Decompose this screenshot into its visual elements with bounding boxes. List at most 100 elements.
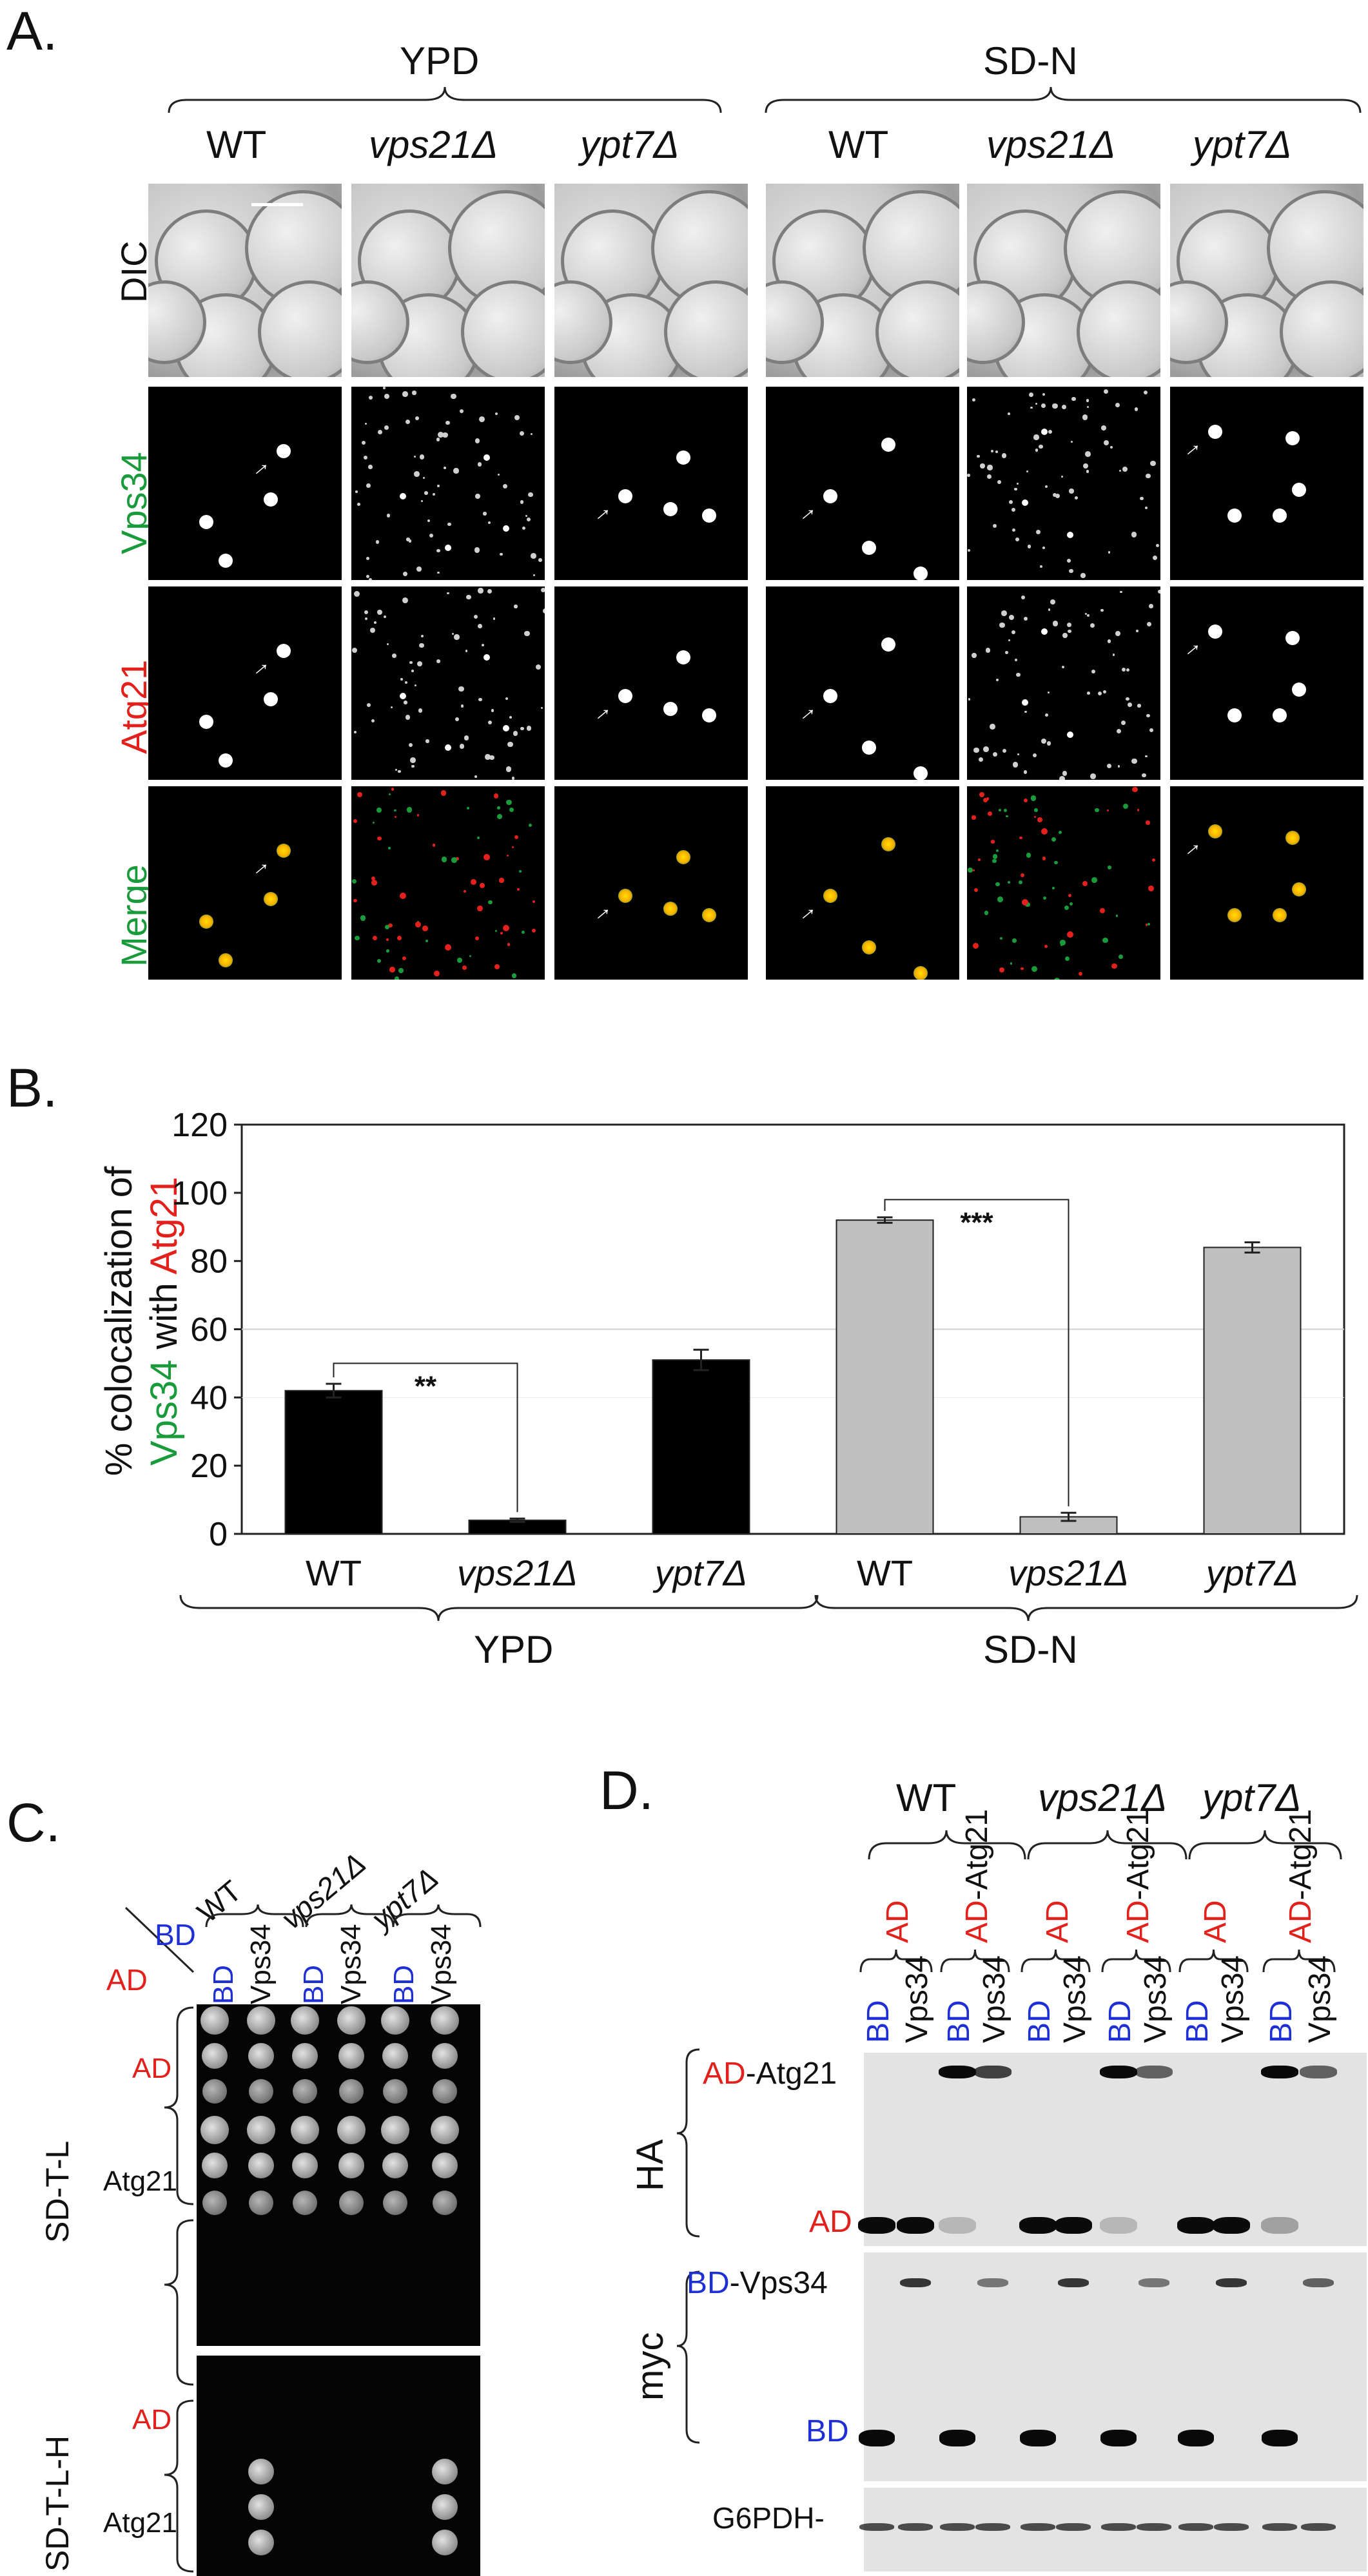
diffuse-signal [364,455,368,460]
diffuse-signal [1158,589,1160,594]
diffuse-signal [1008,499,1013,505]
diffuse-signal [1051,837,1057,842]
band-g6pdh [1262,2523,1297,2531]
lane-vps34-label: Vps34 [1216,1955,1250,2043]
punctum [862,541,876,555]
diffuse-signal [1048,430,1052,434]
diffuse-signal [394,809,396,812]
lane-vps34-label: Vps34 [900,1955,934,2043]
diffuse-signal [414,471,420,478]
diffuse-signal [1086,470,1090,473]
diffuse-signal [406,420,411,425]
diffuse-signal [1132,786,1138,793]
diffuse-signal [436,548,440,553]
diffuse-signal [361,440,366,445]
yeast-spot [338,2043,364,2069]
micrograph-vps34-vps21-ypd [351,387,545,580]
micrograph-merge-vps21-ypd [351,786,545,980]
micrograph-atg21-wt-ypd: → [148,586,342,780]
diffuse-signal [497,474,500,476]
diffuse-signal [354,590,360,597]
punctum [702,508,716,523]
diffuse-signal [972,869,975,872]
diffuse-signal [467,806,470,809]
diffuse-signal [386,643,389,646]
yeast-spot [202,2153,228,2178]
yeast-spot [202,2191,227,2215]
diffuse-signal [1119,469,1121,472]
diffuse-signal [419,643,424,648]
blot-myc [864,2252,1367,2481]
diffuse-signal [377,430,382,435]
band-ad [939,2217,976,2234]
diffuse-signal [371,880,378,886]
yeast-spot [200,2116,229,2144]
micrograph-vps34-ypt7-ypd: → [554,387,748,580]
lane-ad-label: AD [1198,1900,1233,1943]
diffuse-signal [1052,887,1055,889]
d-strain-wt: WT [896,1776,957,1819]
punctum [881,637,895,652]
diffuse-signal [1040,565,1043,568]
punctum [1022,899,1028,905]
diffuse-signal [1028,392,1034,398]
diffuse-signal [436,438,440,441]
diffuse-signal [1024,710,1027,713]
yeast-spot [431,2116,459,2144]
punctum [1285,631,1300,645]
lane-ad-atg21-label: AD-Atg21 [959,1809,995,1943]
diffuse-signal [351,647,358,654]
yeast-spot [293,2079,317,2104]
diffuse-signal [514,835,519,839]
punctum [1041,628,1048,635]
diffuse-signal [374,621,377,624]
diffuse-signal [1137,704,1141,708]
band-ad-atg21 [1261,2066,1298,2078]
diffuse-signal [405,715,411,720]
diffuse-signal [978,757,983,762]
punctum [1041,429,1048,435]
diffuse-signal [458,686,464,692]
diffuse-signal [415,922,421,927]
punctum [264,892,278,906]
diffuse-signal [1100,907,1106,913]
diffuse-signal [1013,487,1017,491]
punctum [1067,532,1073,538]
diffuse-signal [1148,603,1153,608]
lane-ad-prefix: AD [1284,1900,1318,1943]
band-bd [1100,2430,1137,2446]
diffuse-signal [997,896,1003,902]
yeast-spot [339,2191,364,2215]
diffuse-signal [540,706,543,709]
diffuse-signal [444,467,447,470]
diffuse-signal [410,757,416,763]
diffuse-signal [524,630,530,637]
lane-bd-label: BD [1022,2000,1057,2043]
punctum [199,515,213,529]
diffuse-signal [491,709,494,712]
lane-ad-prefix: AD [1040,1900,1075,1943]
x-tick-label: WT [306,1553,362,1593]
diffuse-signal [372,821,375,824]
diffuse-signal [1097,692,1102,696]
yeast-spot [200,2006,229,2035]
c-row-ad-2: AD [132,2404,172,2436]
diffuse-signal [1131,758,1137,764]
diffuse-signal [366,574,370,579]
band-ad [1213,2217,1250,2234]
lane-vps34-label: Vps34 [1303,1955,1337,2043]
diffuse-signal [454,634,460,640]
diffuse-signal [440,789,447,796]
diffuse-signal [371,719,375,723]
punctum [1285,431,1300,445]
diffuse-signal [516,888,520,891]
diffuse-signal [464,735,469,741]
col-label-ypt7-sdn: ypt7Δ [1193,123,1292,166]
diffuse-signal [412,391,416,395]
diffuse-signal [474,438,480,443]
punctum [1041,828,1048,835]
diffuse-signal [1030,795,1037,801]
micrograph-merge-vps21-sdn [967,786,1160,980]
diffuse-signal [1066,559,1071,563]
diffuse-signal [1047,741,1051,746]
